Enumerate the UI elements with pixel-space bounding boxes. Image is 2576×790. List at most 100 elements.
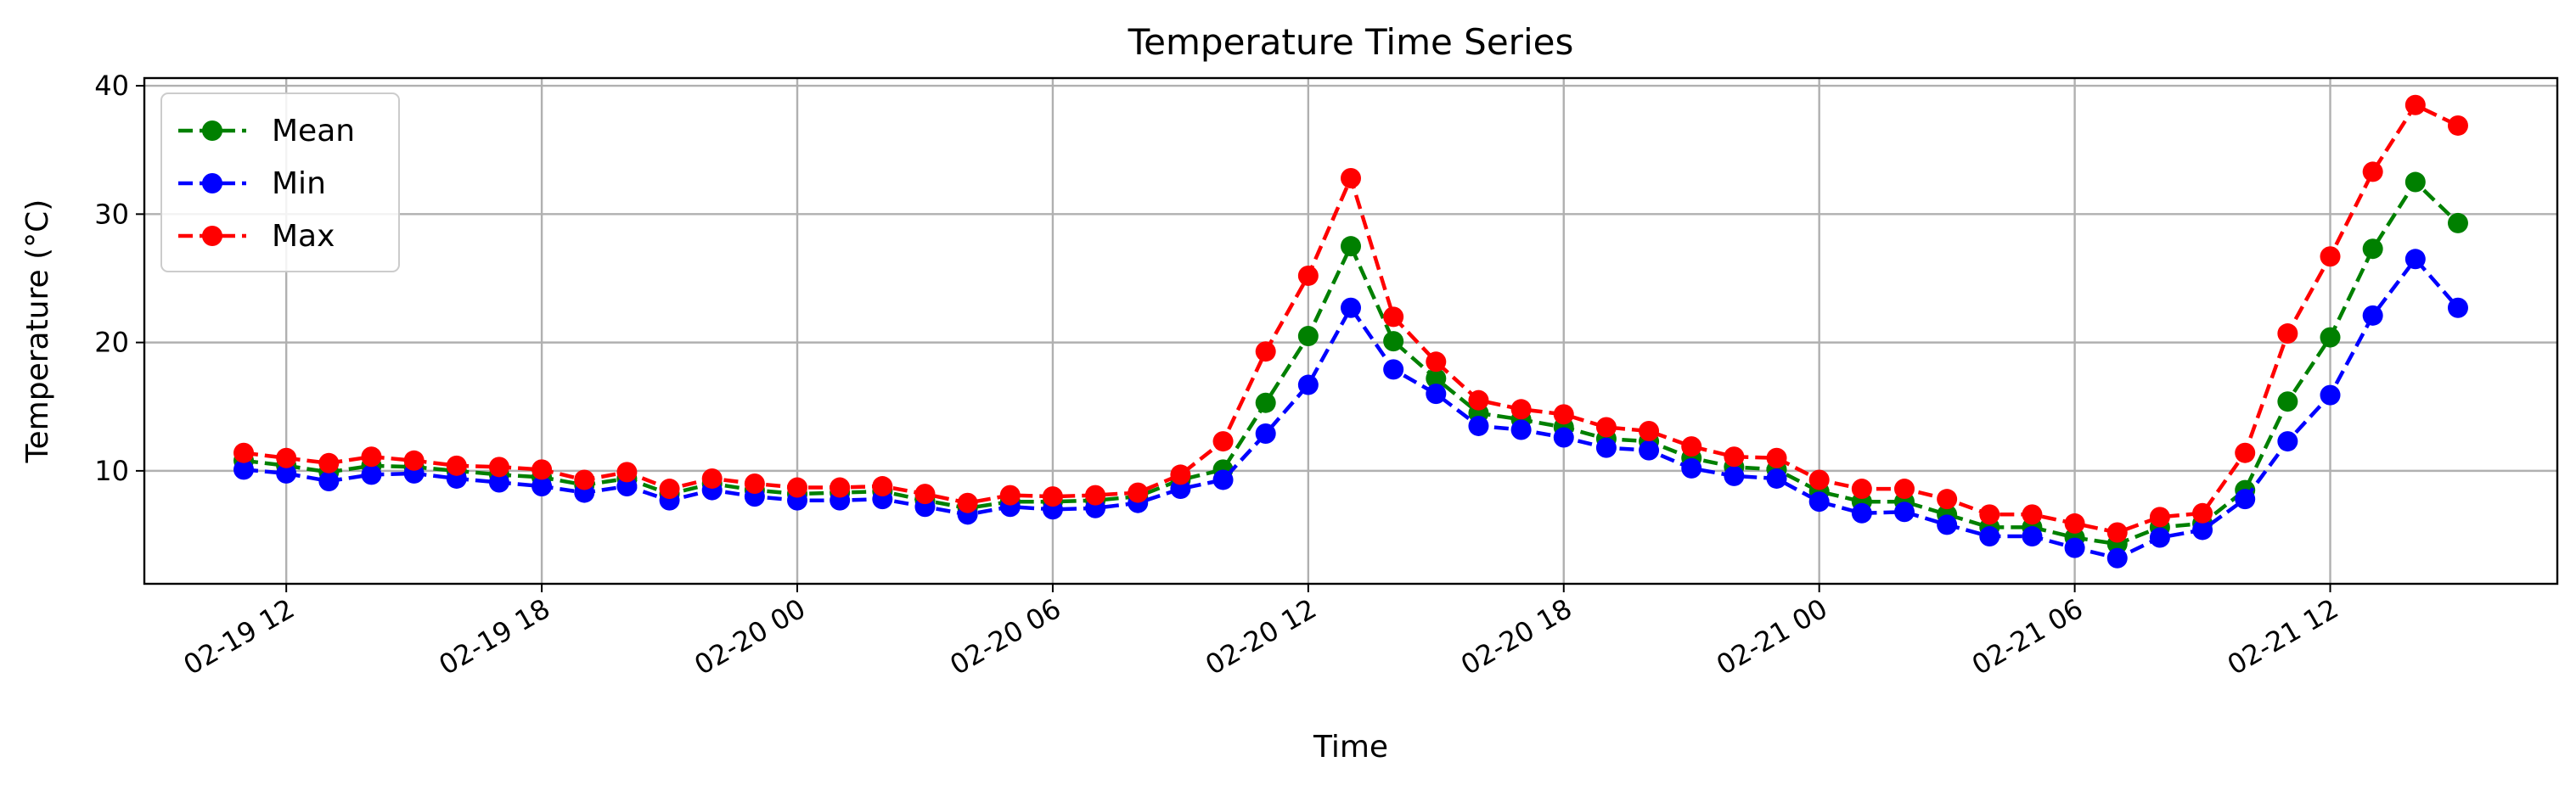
data-point-max	[872, 476, 893, 497]
data-point-min	[2320, 384, 2341, 406]
y-tick-label: 10	[94, 455, 129, 487]
data-point-max	[957, 492, 978, 513]
data-point-max	[1128, 482, 1149, 503]
x-axis-label: Time	[1313, 730, 1388, 765]
data-point-min	[1212, 469, 1234, 490]
data-point-min	[616, 476, 638, 497]
data-point-max	[2022, 504, 2043, 525]
series-layer	[233, 94, 2468, 569]
data-point-max	[2064, 513, 2085, 534]
data-point-min	[2447, 297, 2468, 318]
data-point-max	[1681, 436, 1702, 457]
series-line-min	[243, 255, 2460, 561]
data-point-max	[1724, 446, 1745, 468]
legend-item-min: Min	[178, 166, 326, 201]
data-point-min	[1766, 468, 1787, 489]
data-point-min	[1426, 384, 1447, 405]
legend-label: Mean	[272, 114, 355, 148]
data-point-min	[1341, 297, 1361, 318]
legend-box	[160, 92, 400, 272]
data-point-min	[1170, 479, 1191, 500]
data-point-min	[1893, 501, 1915, 523]
data-point-min	[276, 462, 297, 484]
data-point-max	[830, 477, 851, 498]
data-point-min	[2022, 526, 2043, 547]
series-max	[233, 94, 2468, 543]
data-point-min	[1553, 427, 1574, 448]
data-point-max	[1085, 485, 1106, 506]
data-point-max	[1766, 447, 1787, 468]
data-point-max	[2447, 115, 2468, 136]
data-point-max	[1893, 479, 1915, 500]
data-point-max	[1426, 351, 1447, 373]
data-point-min	[2235, 489, 2256, 510]
data-point-max	[1297, 265, 1319, 286]
data-point-max	[1851, 479, 1872, 500]
data-point-max	[2235, 442, 2256, 463]
data-point-max	[403, 450, 425, 471]
data-point-min	[532, 476, 553, 497]
data-point-max	[446, 455, 467, 476]
data-point-mean	[1297, 326, 1319, 347]
data-point-max	[616, 462, 638, 483]
data-point-mean	[1341, 236, 1361, 257]
data-point-max	[1639, 420, 1660, 441]
data-point-max	[787, 477, 808, 498]
data-point-min	[1851, 502, 1872, 524]
legend-label: Min	[272, 166, 326, 201]
data-point-mean	[2447, 212, 2468, 233]
data-point-max	[1595, 417, 1617, 438]
data-point-min	[2362, 305, 2383, 326]
data-point-max	[2362, 161, 2383, 182]
data-point-max	[2106, 522, 2128, 543]
data-point-min	[1808, 491, 1830, 513]
data-point-min	[2404, 249, 2426, 270]
data-point-max	[488, 457, 509, 478]
data-point-max	[744, 473, 765, 495]
data-point-max	[1937, 489, 1958, 510]
data-point-min	[1639, 440, 1660, 461]
data-point-mean	[1255, 392, 1276, 413]
data-point-mean	[2362, 238, 2383, 260]
legend: Mean Min Max	[160, 92, 400, 272]
data-point-mean	[2320, 327, 2341, 348]
legend-item-mean: Mean	[178, 114, 355, 148]
data-point-min	[2064, 537, 2085, 558]
data-point-min	[2106, 547, 2128, 569]
data-point-max	[318, 452, 340, 473]
data-point-min	[1595, 437, 1617, 458]
data-point-max	[1553, 404, 1574, 425]
data-point-min	[1510, 419, 1532, 440]
data-point-min	[1255, 423, 1276, 445]
data-point-max	[701, 468, 723, 489]
data-point-max	[2277, 323, 2298, 345]
data-point-min	[1937, 514, 1958, 535]
legend-marker	[202, 173, 222, 193]
y-axis-ticks: 10 20 30 40	[94, 70, 144, 487]
data-point-max	[1510, 399, 1532, 420]
data-point-max	[532, 459, 553, 480]
data-point-min	[1297, 374, 1319, 395]
data-point-min	[1979, 526, 2000, 547]
y-tick-label: 30	[94, 198, 129, 230]
data-point-max	[2149, 507, 2170, 528]
data-point-min	[2192, 519, 2213, 541]
plot-frame	[143, 76, 2559, 585]
data-point-min	[2149, 527, 2170, 548]
data-point-max	[2404, 94, 2426, 115]
data-point-max	[1341, 167, 1361, 188]
data-point-max	[2320, 246, 2341, 267]
y-axis-label: Temperature (°C)	[20, 199, 55, 464]
data-point-mean	[2404, 171, 2426, 193]
data-point-min	[2277, 431, 2298, 452]
data-point-max	[233, 442, 255, 463]
data-point-min	[361, 464, 382, 485]
data-point-min	[318, 470, 340, 491]
data-point-min	[1383, 359, 1404, 380]
data-point-mean	[2277, 391, 2298, 412]
legend-label: Max	[272, 219, 335, 254]
data-point-min	[233, 459, 255, 480]
data-point-mean	[1383, 331, 1404, 352]
y-tick-label: 40	[94, 70, 129, 102]
data-point-max	[1383, 306, 1404, 328]
